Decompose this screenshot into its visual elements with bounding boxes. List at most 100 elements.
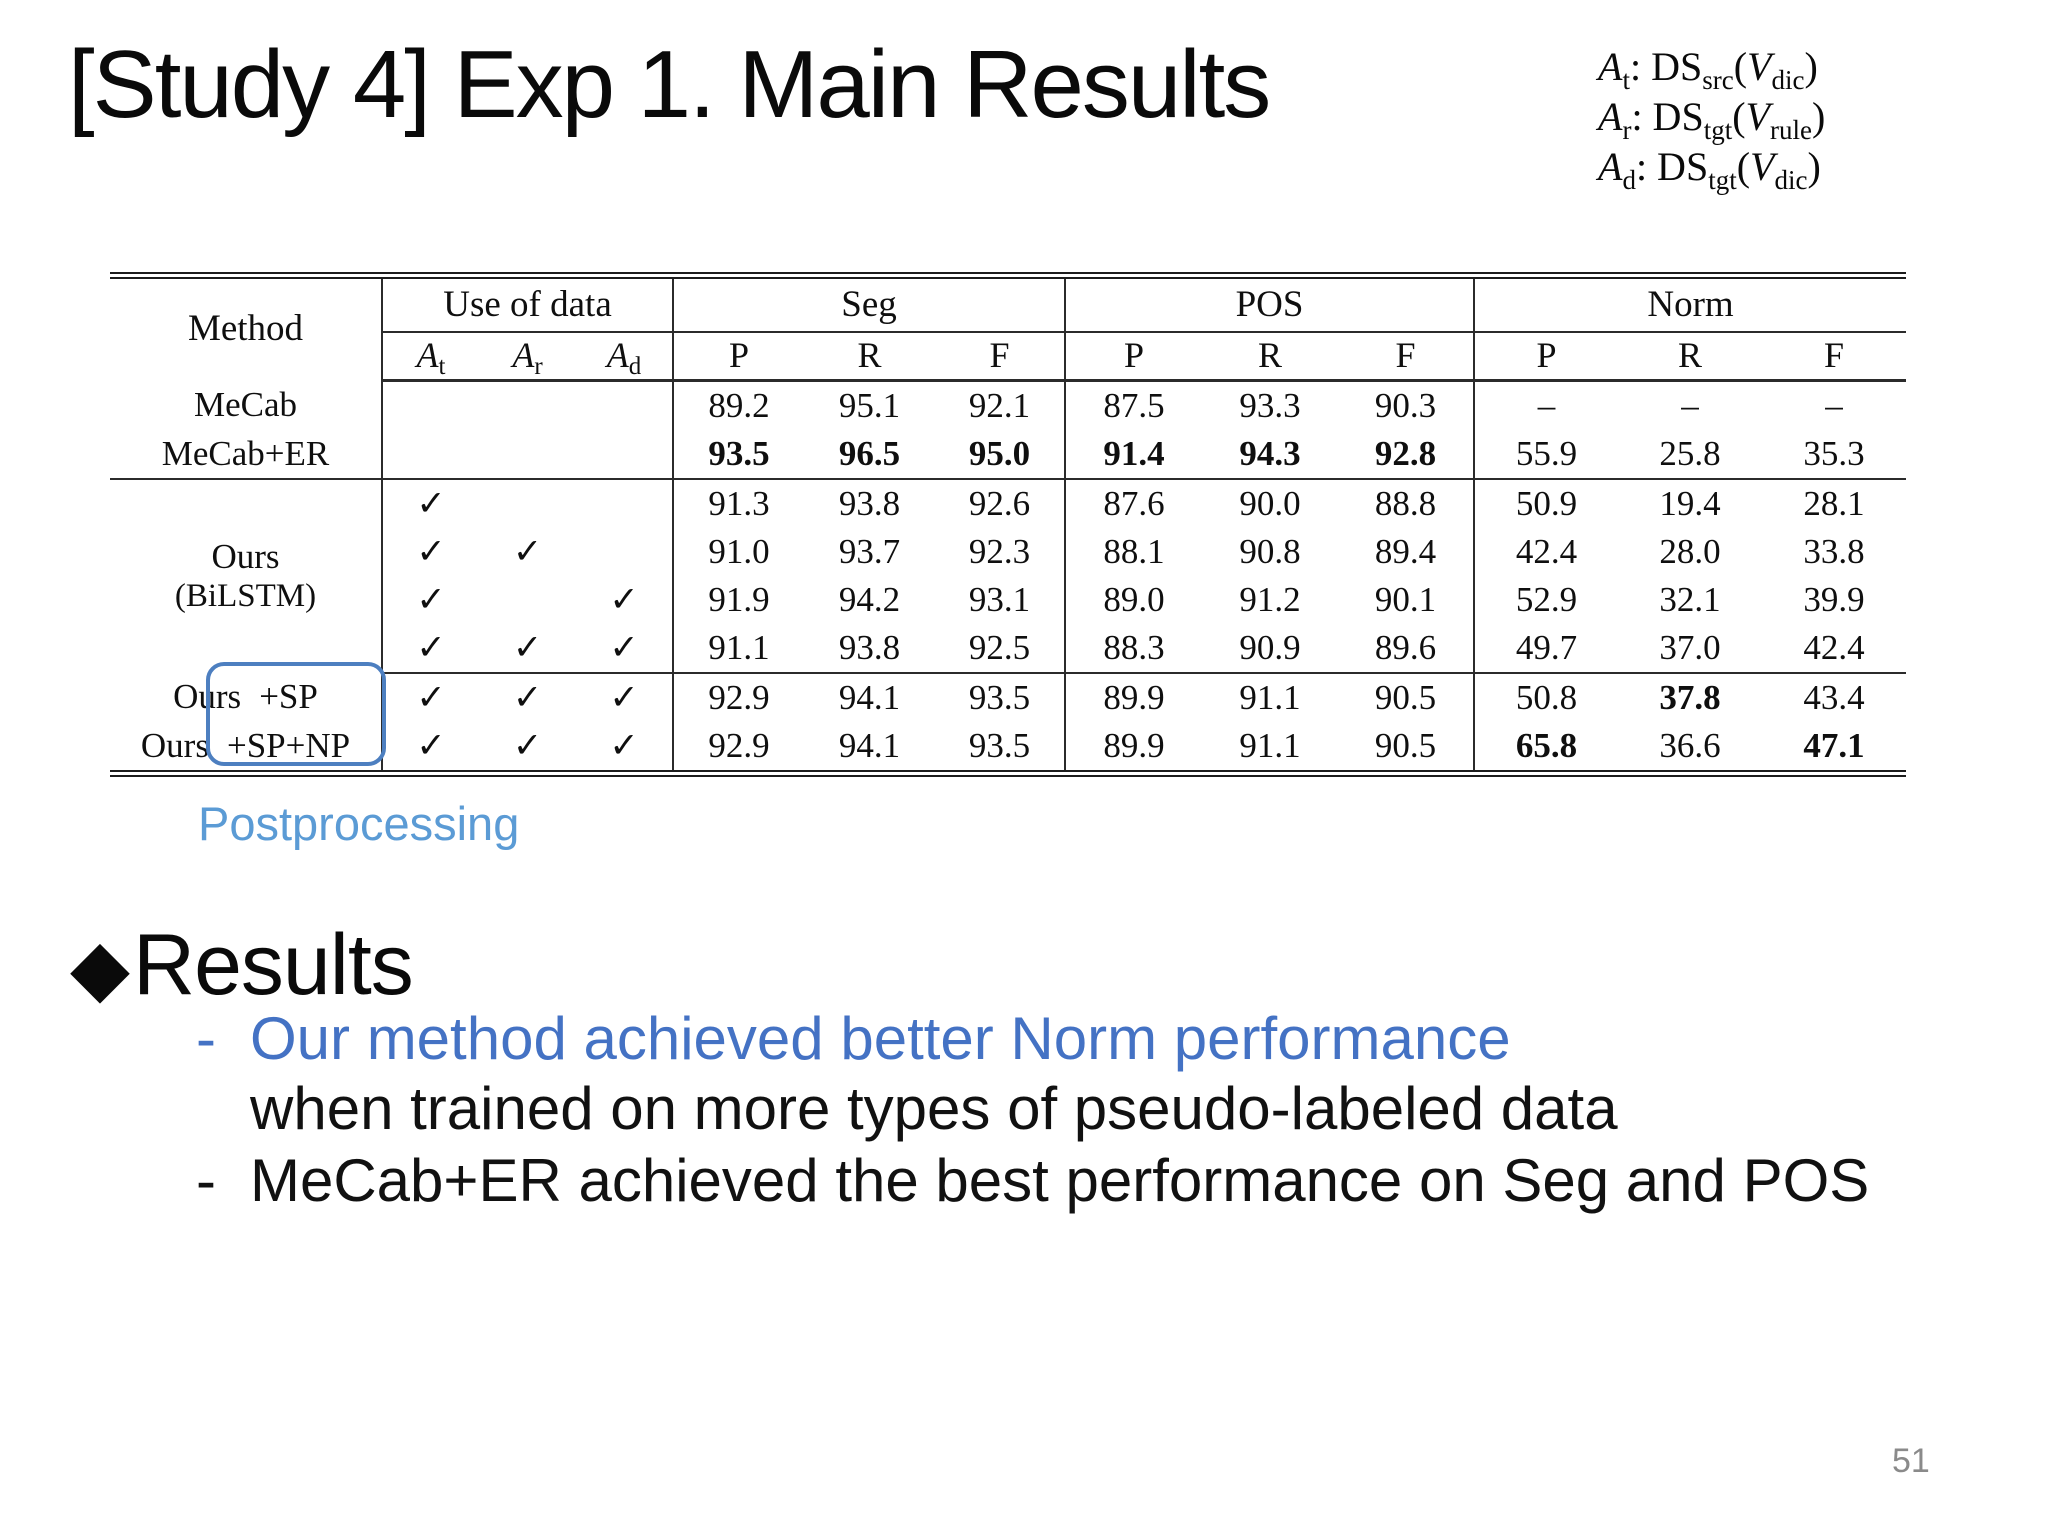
table-cell: 50.8 — [1515, 677, 1578, 717]
col-header-pos: POS — [1065, 275, 1476, 333]
table-cell: 93.7 — [838, 531, 901, 571]
table-cell: 92.6 — [935, 479, 1067, 528]
col-header-ad: Ad — [576, 332, 675, 382]
table-cell: 35.3 — [1762, 430, 1907, 480]
script-a: A — [512, 335, 535, 376]
col-header-norm: Norm — [1474, 275, 1907, 333]
table-cell: 33.8 — [1803, 531, 1865, 571]
slide-title: [Study 4] Exp 1. Main Results — [68, 31, 1271, 138]
check-cell: ✓ — [576, 673, 675, 722]
table-cell: 52.9 — [1515, 579, 1578, 619]
check-cell: ✓ — [512, 725, 543, 766]
table-cell: 92.3 — [935, 528, 1067, 576]
col-header-ar: Ar — [479, 332, 576, 382]
table-cell: 90.9 — [1202, 624, 1339, 674]
legend-sub: d — [1622, 165, 1636, 195]
table-row-mecab-er: MeCab+ER 93.5 96.5 95.0 91.4 94.3 92.8 5… — [110, 430, 1907, 480]
col-header-seg-r: R — [804, 332, 936, 382]
check-cell: ✓ — [416, 725, 446, 766]
check-cell: ✓ — [416, 677, 446, 718]
callout-box — [206, 662, 386, 766]
ours-label: Ours — [211, 537, 280, 577]
legend-sub: t — [1622, 65, 1630, 95]
table-cell: – — [1681, 385, 1699, 425]
col-header-seg-p: P — [673, 332, 805, 382]
col-header-norm-p: P — [1474, 332, 1619, 382]
col-header-pos-f: F — [1338, 332, 1476, 382]
table-cell: 90.3 — [1338, 380, 1476, 430]
table-cell: 89.4 — [1338, 528, 1476, 576]
table-cell: 92.9 — [708, 677, 770, 717]
results-bullet-2: - MeCab+ER achieved the best performance… — [196, 1146, 1869, 1216]
check-cell: ✓ — [576, 722, 675, 774]
table-cell: 28.1 — [1803, 483, 1865, 523]
table-header-subcols: At Ar Ad P R F P R F P R F — [110, 332, 1907, 382]
table-cell: 89.0 — [1103, 579, 1165, 619]
legend-paren: ( — [1733, 44, 1748, 89]
table-cell: 94.2 — [838, 579, 901, 619]
table-cell: 25.8 — [1618, 430, 1763, 480]
table-cell: 49.7 — [1474, 624, 1619, 674]
bilstm-label: (BiLSTM) — [174, 577, 317, 614]
method-cell: MeCab+ER — [110, 430, 383, 480]
check-cell: ✓ — [576, 576, 675, 624]
check-cell — [479, 381, 576, 431]
bullet-dash: - — [196, 1147, 216, 1214]
table-cell: 87.6 — [1103, 483, 1165, 523]
table-cell: 95.0 — [935, 430, 1067, 480]
table-cell: 37.0 — [1618, 624, 1763, 674]
table-cell: 43.4 — [1803, 677, 1865, 717]
table-cell: 42.4 — [1762, 624, 1907, 674]
table-cell: 90.5 — [1338, 673, 1476, 722]
col-header-seg-f: F — [935, 332, 1067, 382]
table-cell: 91.1 — [1239, 677, 1301, 717]
table-cell: 89.9 — [1103, 725, 1165, 765]
check-cell — [479, 430, 576, 480]
col-header-at: At — [382, 332, 479, 382]
legend-symbol: A — [1598, 44, 1623, 89]
legend-paren: ( — [1736, 144, 1751, 189]
table-row-ours-4: ✓ ✓ ✓ 91.1 93.8 92.5 88.3 90.9 89.6 49.7… — [110, 624, 1907, 674]
table-cell: 50.9 — [1515, 483, 1578, 523]
table-cell: 39.9 — [1803, 579, 1865, 619]
table-cell: 94.1 — [838, 725, 901, 765]
check-cell: ✓ — [382, 624, 479, 674]
legend-paren: ( — [1732, 94, 1746, 139]
table-cell: 92.9 — [708, 725, 770, 765]
legend-ds-sub: src — [1702, 65, 1734, 95]
table-cell: 36.6 — [1659, 725, 1721, 765]
table-cell: – — [1825, 385, 1843, 425]
sub-d: d — [628, 353, 642, 381]
legend-row-ar: Ar: DStgt(Vrule) — [1598, 92, 1825, 144]
method-suffix: +SP — [259, 677, 318, 717]
legend-ds-sub: tgt — [1708, 165, 1737, 195]
table-cell: 89.6 — [1338, 624, 1476, 674]
table-cell: 93.8 — [804, 624, 936, 674]
legend-v-sub: dic — [1771, 65, 1805, 95]
check-cell — [576, 479, 675, 528]
legend-row-at: At: DSsrc(Vdic) — [1598, 42, 1825, 95]
table-header-groups: Method Use of data Seg POS Norm — [110, 275, 1907, 381]
table-cell: 88.8 — [1338, 479, 1476, 528]
results-table: Method Use of data Seg POS Norm At Ar Ad… — [110, 272, 1907, 777]
table-cell: 89.9 — [1103, 677, 1165, 717]
table-cell: 91.9 — [708, 579, 770, 619]
bullet-text: MeCab+ER achieved the best performance o… — [250, 1147, 1870, 1214]
col-header-use-of-data: Use of data — [382, 275, 675, 333]
bullet-line-1: Our method achieved better Norm performa… — [250, 1005, 1511, 1072]
legend-v-sub: dic — [1774, 165, 1808, 195]
check-cell — [382, 381, 479, 431]
col-header-pos-p: P — [1065, 332, 1203, 382]
check-cell: ✓ — [576, 624, 675, 674]
table-cell: 19.4 — [1659, 483, 1721, 523]
check-cell — [576, 528, 675, 576]
legend-symbol: A — [1598, 94, 1623, 139]
table-cell: 94.3 — [1202, 430, 1339, 480]
table-cell: 55.9 — [1474, 430, 1619, 480]
table-cell: 28.0 — [1659, 531, 1721, 571]
method-base: Ours — [140, 725, 209, 765]
table-cell: 88.3 — [1065, 624, 1203, 674]
table-cell: 93.1 — [935, 576, 1067, 624]
check-cell — [479, 479, 576, 528]
